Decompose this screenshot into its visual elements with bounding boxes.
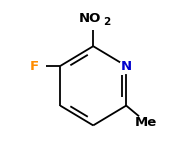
Text: 2: 2	[104, 17, 111, 27]
Text: N: N	[121, 60, 132, 72]
Text: Me: Me	[135, 116, 157, 129]
Text: F: F	[30, 60, 39, 72]
Text: NO: NO	[79, 12, 101, 25]
